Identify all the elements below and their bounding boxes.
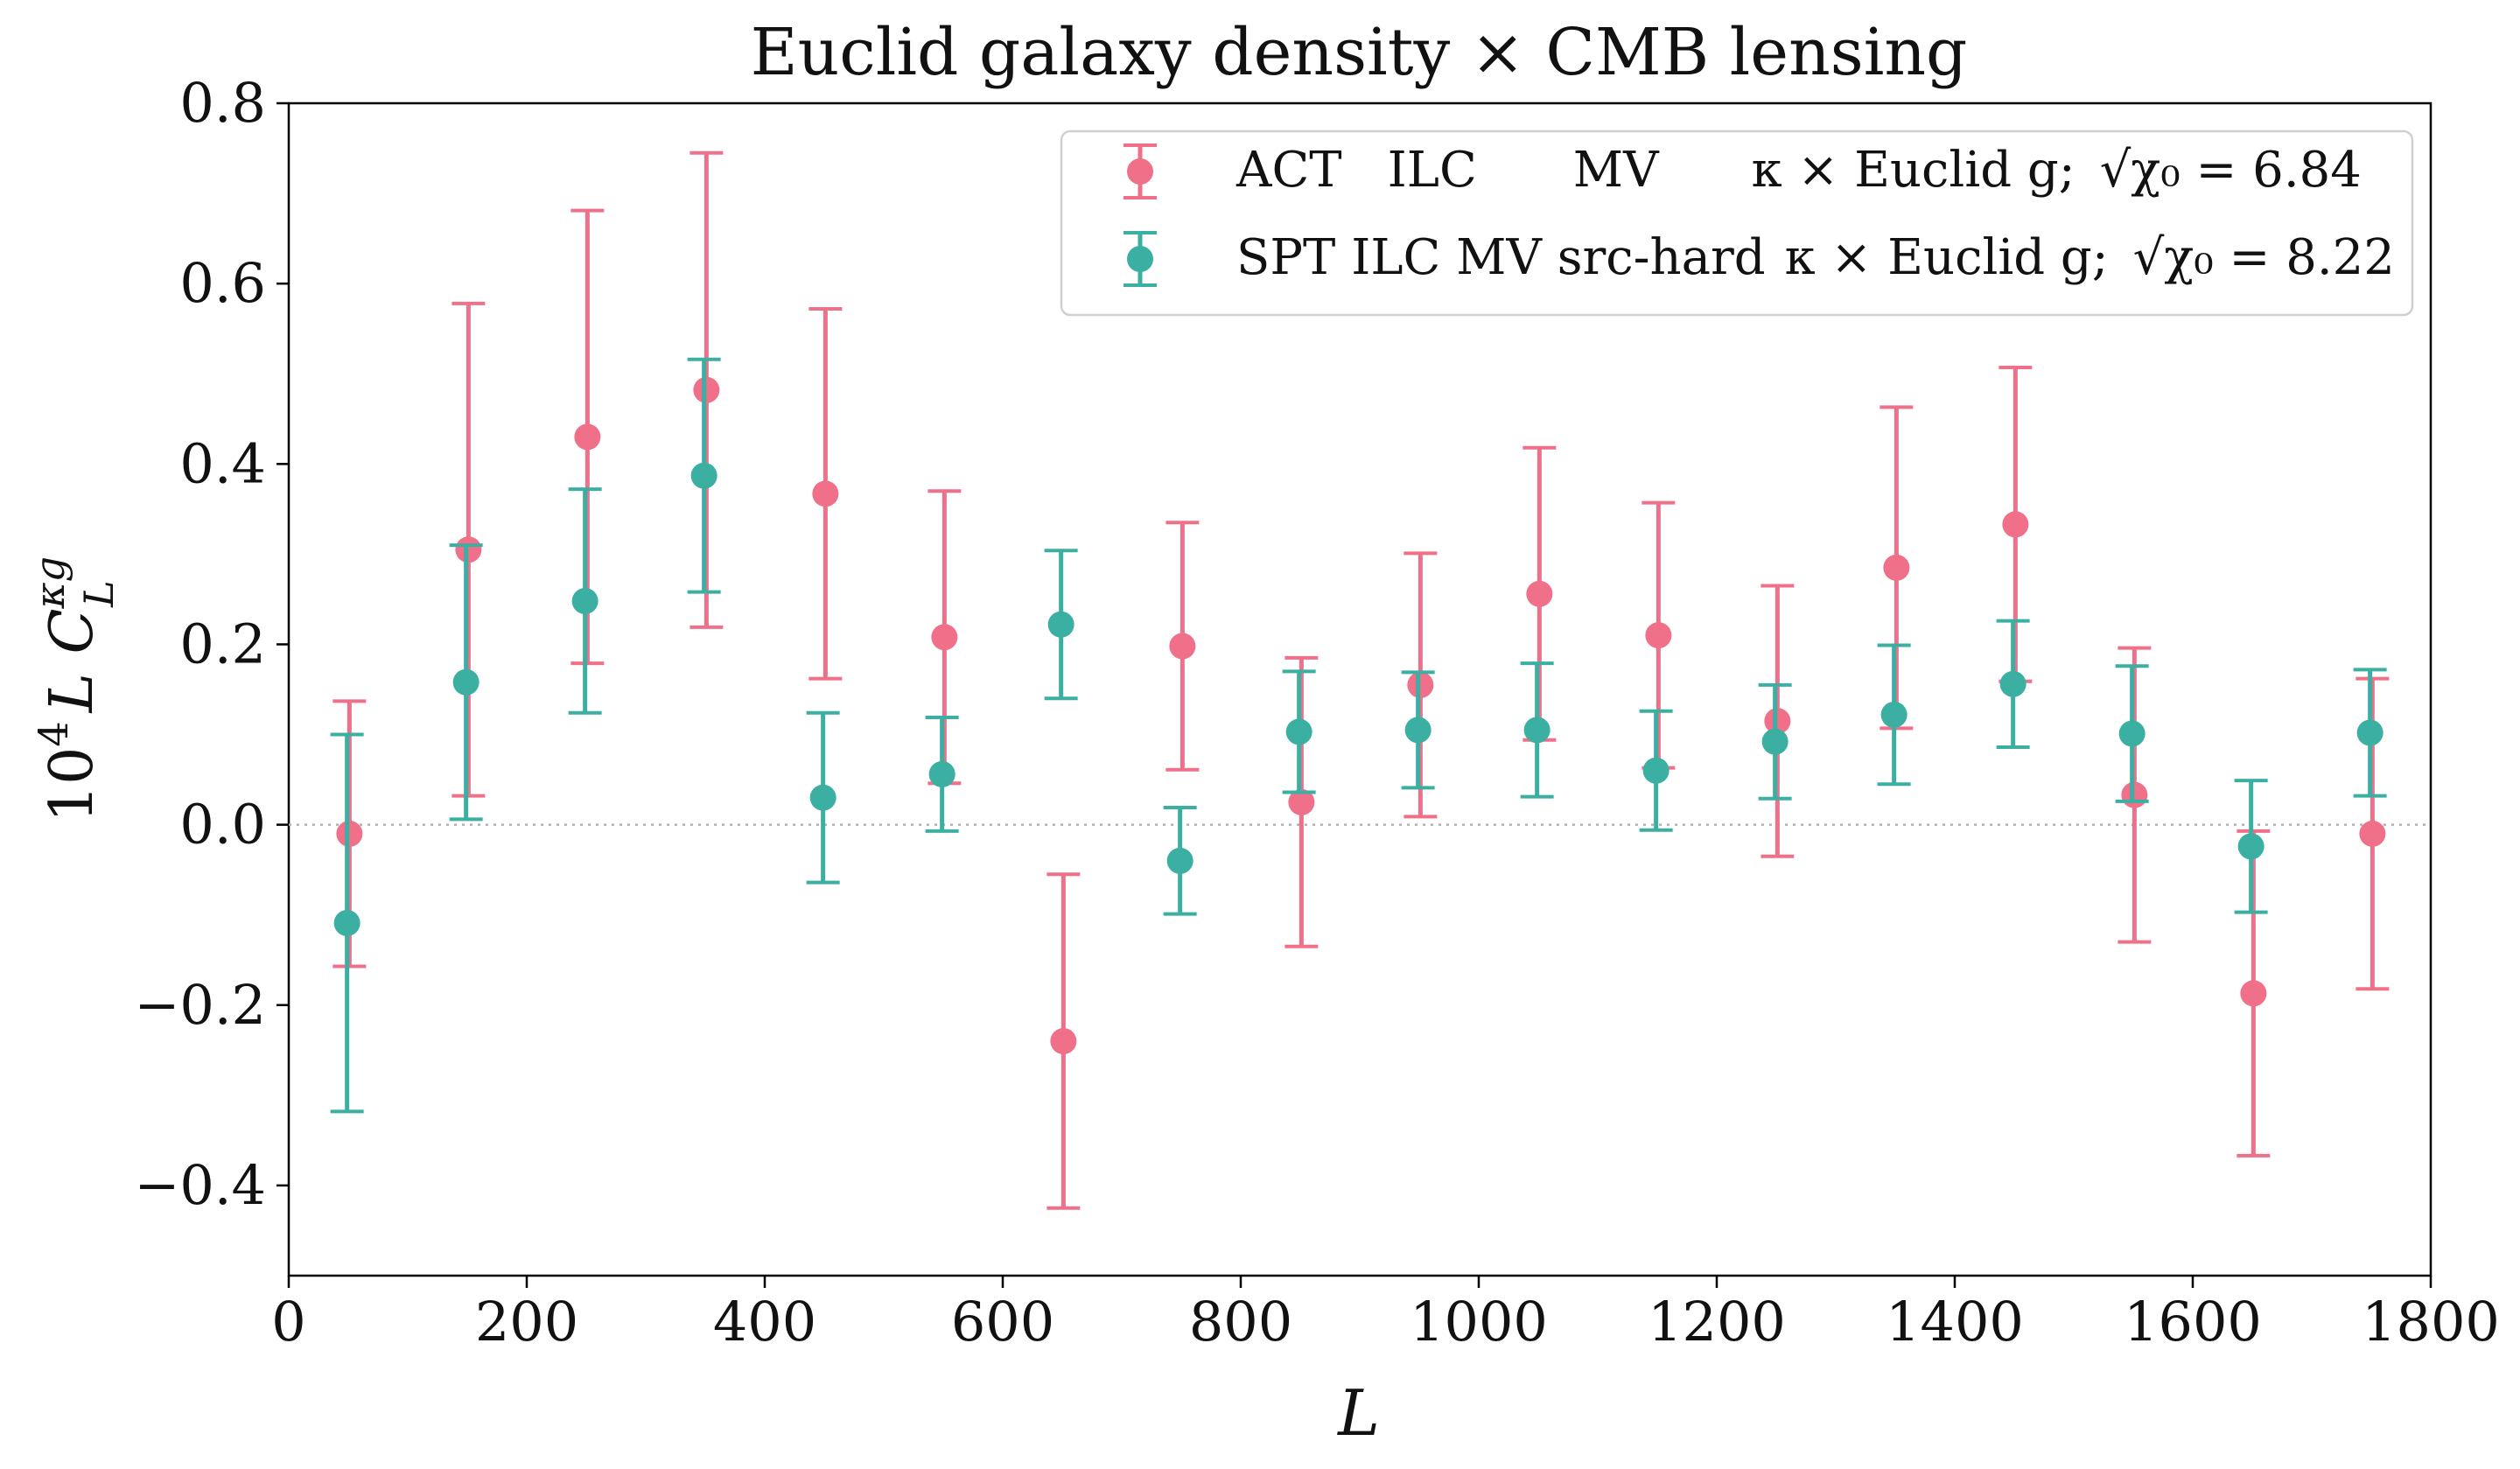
series-spt [330,357,2387,1114]
legend-spt-stat: √χ₀ = 8.22 [2133,229,2395,286]
y-tick-label: 0.6 [179,251,266,315]
legend-box [1060,129,2414,317]
y-tick-label: −0.4 [134,1153,266,1217]
data-point [455,536,482,563]
data-point [2359,820,2386,847]
data-point [1169,633,1196,660]
x-tick-label: 1200 [1648,1290,1786,1354]
data-point [2118,720,2146,747]
data-point [336,820,363,847]
x-tick-label: 0 [271,1290,305,1354]
data-point [1642,757,1670,784]
data-point [1883,554,1910,581]
legend-spt-part2: κ × Euclid g; [1785,229,2109,286]
legend-act-part2: ILC [1388,142,1477,199]
data-point [690,462,718,489]
legend-marker-icon [1127,158,1153,185]
legend-entry-act: ACT ILC MV κ × Euclid g; √χ₀ = 6.84 [1236,142,2362,199]
data-point [2240,980,2267,1007]
y-label-prefix: 10 [38,747,107,823]
x-axis: 0 200 400 600 800 1000 1200 1400 1600 1800 [271,1276,2500,1354]
data-point [571,587,598,614]
data-point [1645,622,1672,649]
legend-entry-spt: SPT ILC MV src-hard κ × Euclid g; √χ₀ = 8.… [1236,229,2395,286]
y-tick-label: 0.2 [179,612,266,675]
data-point [2356,719,2384,746]
data-point [1407,671,1434,698]
data-point [1999,670,2026,697]
data-point [812,480,839,507]
data-point [452,668,480,696]
svg-text:104L CκgL: 104 L CκgL [26,556,122,822]
y-tick-label: 0.4 [179,431,266,495]
data-point [1047,611,1074,638]
y-axis-label: 104 L CκgL [26,556,122,822]
y-tick-label: −0.2 [134,973,266,1037]
x-tick-label: 1800 [2362,1290,2500,1354]
data-point [2237,833,2264,860]
legend-act-stat: √χ₀ = 6.84 [2100,142,2362,199]
data-point [1404,717,1432,744]
data-point [574,423,601,451]
data-point [333,909,360,936]
data-point [1050,1028,1077,1054]
legend-spt-part1: SPT ILC MV src-hard [1236,229,1766,286]
data-point [1285,718,1312,745]
legend: ACT ILC MV κ × Euclid g; √χ₀ = 6.84 SPT ILC … [1060,129,2414,317]
data-point [2002,511,2029,538]
series-layer [330,150,2390,1210]
data-point [1166,847,1194,874]
data-point [1526,580,1553,607]
x-tick-label: 1600 [2124,1290,2262,1354]
data-point [1880,701,1908,728]
legend-marker-icon [1127,246,1153,272]
x-tick-label: 800 [1189,1290,1292,1354]
data-point [1288,788,1315,815]
y-tick-label: 0.8 [179,71,266,135]
y-label-sub: L [75,580,122,608]
data-point [2121,781,2148,808]
data-point [1761,728,1788,755]
series-act [332,150,2390,1210]
x-tick-label: 200 [475,1290,578,1354]
plot-frame [287,101,2432,1277]
data-point [693,376,720,403]
legend-act-part1: ACT [1236,142,1342,199]
data-point [928,760,956,787]
x-axis-label: L [1336,1376,1380,1450]
x-tick-label: 1000 [1410,1290,1548,1354]
data-point [1764,708,1791,735]
y-label-mid: L C [38,609,107,715]
y-axis: −0.4 −0.2 0.0 0.2 0.4 0.6 0.8 [134,71,289,1217]
x-tick-label: 400 [713,1290,816,1354]
legend-act-part3: MV [1573,142,1660,199]
y-label-exp: 4 [30,721,77,746]
y-label-sup: κg [26,556,74,610]
x-tick-label: 600 [951,1290,1054,1354]
chart-title: Euclid galaxy density × CMB lensing [751,15,1968,90]
x-tick-label: 1400 [1886,1290,2024,1354]
data-point [931,624,958,651]
legend-act-part4: κ × Euclid g; [1752,142,2076,199]
y-tick-label: 0.0 [179,793,266,857]
data-point [809,784,836,811]
data-point [1523,717,1550,744]
